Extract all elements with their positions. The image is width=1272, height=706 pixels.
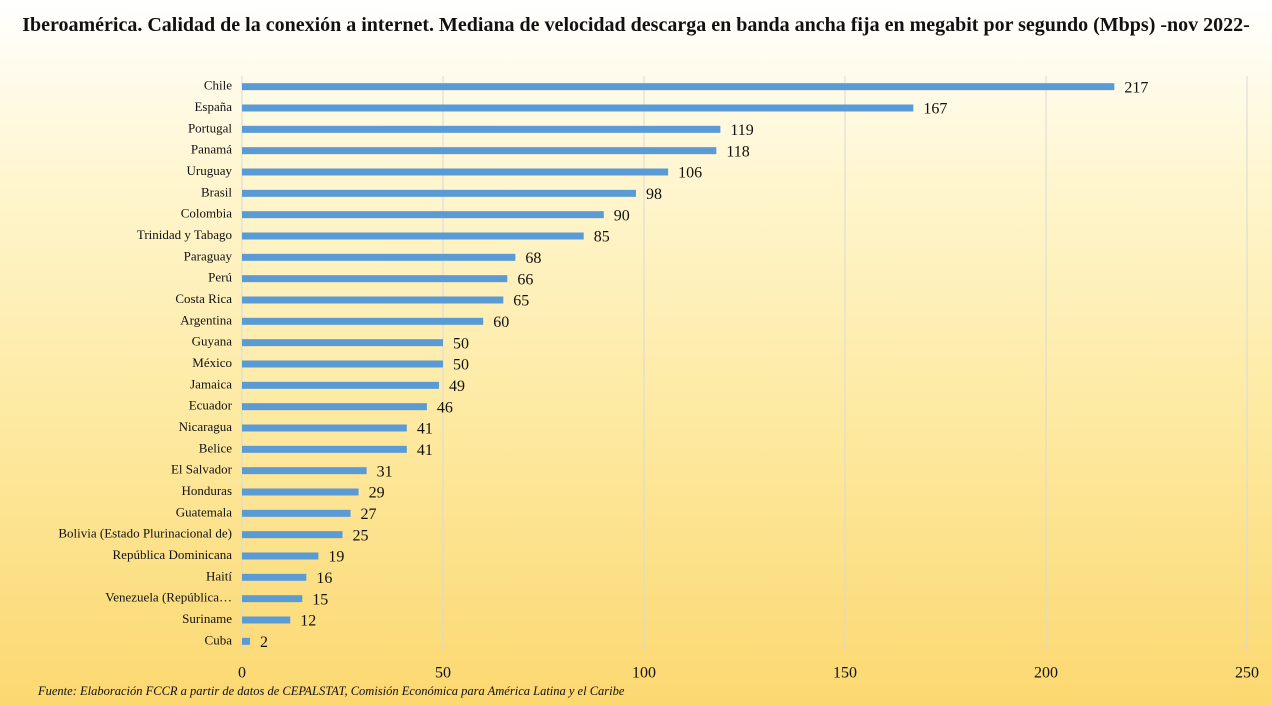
data-label: 50 xyxy=(453,335,469,352)
x-tick-label: 200 xyxy=(1034,665,1058,682)
data-label: 41 xyxy=(417,421,433,438)
y-tick-label: Nicaragua xyxy=(179,419,233,434)
source-note: Fuente: Elaboración FCCR a partir de dat… xyxy=(38,684,625,698)
y-tick-label: Paraguay xyxy=(184,248,233,263)
y-tick-label: México xyxy=(192,355,232,370)
y-tick-label: El Salvador xyxy=(171,462,233,477)
bar xyxy=(242,552,319,560)
x-tick-label: 0 xyxy=(238,665,246,682)
data-label: 49 xyxy=(449,378,465,395)
bar xyxy=(242,573,307,581)
data-label: 167 xyxy=(923,101,947,118)
y-tick-label: Chile xyxy=(204,78,232,93)
bar xyxy=(242,403,427,411)
bar xyxy=(242,125,721,133)
bar xyxy=(242,189,636,197)
data-label: 19 xyxy=(328,549,344,566)
y-tick-label: Ecuador xyxy=(189,398,233,413)
y-tick-label: Venezuela (República… xyxy=(105,590,232,605)
y-tick-label: Bolivia (Estado Plurinacional de) xyxy=(58,526,232,541)
bar xyxy=(242,360,443,368)
bar xyxy=(242,595,303,603)
x-tick-label: 100 xyxy=(632,665,656,682)
y-tick-label: Guatemala xyxy=(176,504,233,519)
y-tick-label: Guyana xyxy=(192,334,233,349)
bar xyxy=(242,424,407,432)
bar xyxy=(242,637,251,645)
chart-title: Iberoamérica. Calidad de la conexión a i… xyxy=(22,14,1250,36)
data-label: 118 xyxy=(726,143,749,160)
data-label: 46 xyxy=(437,399,453,416)
y-tick-label: Haití xyxy=(206,568,232,583)
data-label: 85 xyxy=(594,229,610,246)
data-label: 15 xyxy=(312,591,328,608)
x-tick-label: 50 xyxy=(435,665,451,682)
bar xyxy=(242,83,1115,91)
y-tick-label: Honduras xyxy=(181,483,232,498)
y-tick-label: Uruguay xyxy=(187,163,233,178)
bar xyxy=(242,232,584,240)
data-label: 2 xyxy=(260,634,268,651)
bar xyxy=(242,147,717,155)
y-tick-label: Portugal xyxy=(188,120,232,135)
y-tick-label: Costa Rica xyxy=(175,291,232,306)
y-tick-label: Colombia xyxy=(181,206,233,221)
bar xyxy=(242,168,669,176)
bar xyxy=(242,104,914,112)
y-tick-label: Argentina xyxy=(180,312,232,327)
data-label: 60 xyxy=(493,314,509,331)
bar xyxy=(242,488,359,496)
x-tick-label: 150 xyxy=(833,665,857,682)
x-tick-label: 250 xyxy=(1235,665,1259,682)
data-label: 25 xyxy=(353,527,369,544)
bar xyxy=(242,253,516,261)
y-tick-label: Panamá xyxy=(191,142,232,157)
data-label: 119 xyxy=(730,122,753,139)
data-label: 90 xyxy=(614,207,630,224)
bar xyxy=(242,317,484,325)
data-label: 27 xyxy=(361,506,377,523)
y-tick-label: República Dominicana xyxy=(113,547,233,562)
data-label: 68 xyxy=(525,250,541,267)
data-label: 106 xyxy=(678,165,702,182)
bar xyxy=(242,275,508,283)
y-tick-label: Belice xyxy=(199,440,232,455)
data-label: 12 xyxy=(300,613,316,630)
y-tick-label: Brasil xyxy=(201,184,232,199)
bar xyxy=(242,211,604,219)
bar xyxy=(242,509,351,517)
data-label: 66 xyxy=(517,271,533,288)
y-tick-label: Cuba xyxy=(205,632,233,647)
bar xyxy=(242,339,443,347)
data-label: 217 xyxy=(1124,79,1148,96)
data-label: 29 xyxy=(369,485,385,502)
data-label: 41 xyxy=(417,442,433,459)
data-label: 31 xyxy=(377,463,393,480)
bar xyxy=(242,381,439,389)
bar xyxy=(242,467,367,475)
data-label: 50 xyxy=(453,357,469,374)
bar xyxy=(242,445,407,453)
y-tick-label: Suriname xyxy=(182,611,232,626)
y-tick-label: Perú xyxy=(208,270,232,285)
bar xyxy=(242,296,504,304)
y-tick-label: España xyxy=(194,99,232,114)
y-tick-label: Trinidad y Tabago xyxy=(137,227,232,242)
data-label: 16 xyxy=(316,570,332,587)
bar xyxy=(242,531,343,539)
bar xyxy=(242,616,291,624)
y-tick-label: Jamaica xyxy=(190,376,232,391)
data-label: 65 xyxy=(513,293,529,310)
data-label: 98 xyxy=(646,186,662,203)
